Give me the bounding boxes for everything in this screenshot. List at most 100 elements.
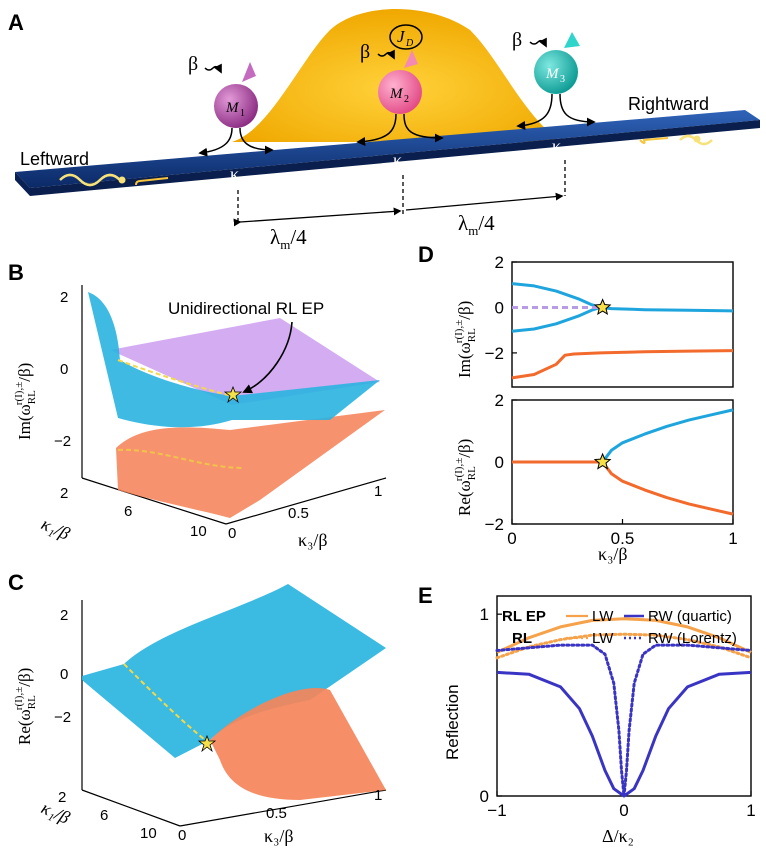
rightward-label: Rightward xyxy=(628,94,709,114)
svg-text:1: 1 xyxy=(240,108,245,119)
svg-text:M: M xyxy=(389,86,404,102)
D-bottom-xtick-2: 1 xyxy=(728,529,737,548)
left-wave-dot xyxy=(118,176,126,184)
b-ztick-2: −2 xyxy=(54,433,71,450)
d-top-frame xyxy=(511,261,734,388)
b-k3tick-2: 1 xyxy=(374,483,382,500)
panel-c: C 2 0 −2 2 6 10 κ₁/β 0 0.5 1 κ₃/β Re(ωRL… xyxy=(8,570,387,846)
e-plot: 01−1 0 1 xyxy=(480,605,756,820)
e-legend: RL EP LW RW (quartic) RL LW RW (Lorentz) xyxy=(502,608,737,647)
b-annotation-arrow xyxy=(242,321,293,394)
c-ep-star xyxy=(197,734,217,753)
d-xlabel: κ₃/β xyxy=(598,544,628,564)
legend-lw-2: LW xyxy=(592,630,614,647)
E-ytick-1: 1 xyxy=(480,605,489,624)
svg-text:D: D xyxy=(405,38,414,49)
c-ztick-2: −2 xyxy=(54,709,71,726)
legend-rw-lorentz: RW (Lorentz) xyxy=(648,630,737,647)
right-direction-arrow xyxy=(639,137,669,144)
c-orange-surface xyxy=(210,688,386,800)
D-top-ytick-2: 2 xyxy=(495,253,504,272)
b-ztick-0: 2 xyxy=(60,289,68,306)
beta-label-2: β xyxy=(360,41,370,63)
svg-text:3: 3 xyxy=(560,74,565,85)
spacing-arrow-2 xyxy=(405,192,564,211)
c-zlabel: Re(ωRLr(I),±/β) xyxy=(13,668,38,745)
b-k3-label: κ₃/β xyxy=(298,530,328,550)
b-purple-surface xyxy=(110,318,380,405)
waveguide xyxy=(15,110,760,188)
D-bottom-series-upper-blue xyxy=(601,408,734,463)
left-direction-arrow xyxy=(135,177,169,186)
D-top-ytick-0: −2 xyxy=(485,344,504,363)
c-blue-surface xyxy=(82,584,386,758)
c-k1tick-1: 6 xyxy=(100,807,108,824)
b-zlabel: Im(ωRLr(I),±/β) xyxy=(13,363,38,440)
b-k1tick-0: 2 xyxy=(60,485,68,502)
E-xtick-0: −1 xyxy=(487,801,506,820)
D-bottom-ep-star xyxy=(593,452,612,470)
c-k1tick-2: 10 xyxy=(140,825,157,842)
b-orange-ep-line xyxy=(117,448,245,469)
b-ep-star xyxy=(223,385,243,404)
e-xlabel: Δ/κ₂ xyxy=(602,826,634,846)
E-xtick-2: 1 xyxy=(746,801,755,820)
E-series-rw-quartic- xyxy=(496,670,752,798)
legend-row2-title: RL xyxy=(512,630,532,647)
panel-b-label: B xyxy=(8,260,24,285)
E-series-rw-lorentz- xyxy=(495,643,753,798)
b-blue-surface xyxy=(88,292,380,428)
c-k3tick-0: 0 xyxy=(178,827,186,844)
svg-text:2: 2 xyxy=(404,94,409,105)
b-k1tick-2: 10 xyxy=(190,523,207,540)
legend-row1-title: RL EP xyxy=(502,608,546,625)
D-bottom-xtick-0: 0 xyxy=(507,529,516,548)
c-k3-label: κ₃/β xyxy=(264,826,294,846)
b-k1-label: κ₁/β xyxy=(38,513,73,543)
D-bottom-ytick-1: 0 xyxy=(495,453,504,472)
D-top-series-lower-blue xyxy=(511,306,601,333)
c-k3tick-2: 1 xyxy=(374,787,382,804)
legend-rw-quartic: RW (quartic) xyxy=(648,608,732,625)
b-k3tick-0: 0 xyxy=(228,525,236,542)
E-xtick-1: 0 xyxy=(619,801,628,820)
panel-e: E 01−1 0 1 RL EP LW RW (quartic) RL LW RW … xyxy=(418,583,756,846)
b-orange-surface xyxy=(116,410,385,518)
b-k1tick-1: 6 xyxy=(124,503,132,520)
panel-d-label: D xyxy=(418,242,434,267)
kappa-2-label: κ2 xyxy=(393,150,408,174)
c-k1tick-0: 2 xyxy=(58,789,66,806)
c-ep-line xyxy=(123,663,211,745)
D-bottom-series-lower-orange xyxy=(601,461,734,516)
E-ytick-0: 0 xyxy=(480,787,489,806)
spacing-arrow-1 xyxy=(233,207,402,227)
beta-label-3: β xyxy=(512,29,522,51)
magnet-3: M 3 β xyxy=(512,29,596,130)
spacing-label-2: λm/4 xyxy=(458,211,495,238)
jd-label: J D xyxy=(389,24,423,50)
svg-text:J: J xyxy=(397,27,406,46)
d-top-plot: −2 0 2 xyxy=(485,253,734,380)
leftward-label: Leftward xyxy=(20,149,89,169)
E-series-rl-ep-lw xyxy=(496,617,752,654)
panel-e-label: E xyxy=(418,583,433,608)
spacing-label-1: λm/4 xyxy=(270,225,307,252)
D-bottom-ytick-0: −2 xyxy=(485,515,504,534)
kappa-3-label: κ3 xyxy=(552,136,567,160)
left-wave xyxy=(59,173,121,187)
b-ep-line xyxy=(117,359,233,397)
panel-a: A Leftward Rightward M 1 β xyxy=(8,9,760,252)
c-ztick-0: 2 xyxy=(60,607,68,624)
b-ztick-1: 0 xyxy=(60,361,68,378)
right-wave-dot xyxy=(693,135,701,143)
b-k3tick-1: 0.5 xyxy=(288,505,309,522)
waveguide-edge xyxy=(15,172,30,196)
D-bottom-ytick-2: 2 xyxy=(495,391,504,410)
D-top-ytick-1: 0 xyxy=(495,298,504,317)
magnet-1: M 1 β xyxy=(188,53,274,157)
magnet-2: M 2 β J D xyxy=(356,24,444,147)
waveguide-side xyxy=(30,120,760,196)
